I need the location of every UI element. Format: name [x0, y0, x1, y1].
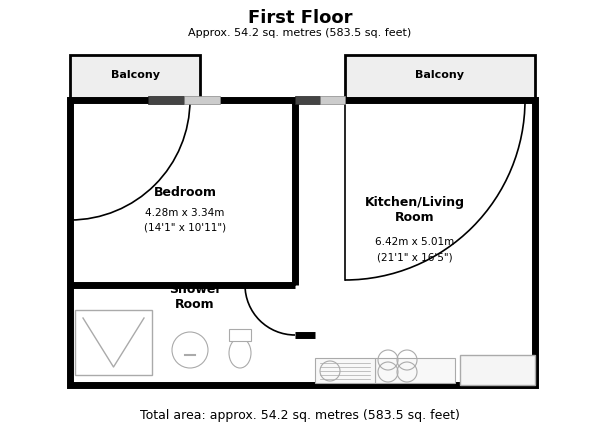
Text: First Floor: First Floor [248, 9, 352, 27]
Bar [70, 100, 535, 385]
Text: Kitchen/Living
Room: Kitchen/Living Room [365, 196, 465, 224]
Text: 4.28m x 3.34m: 4.28m x 3.34m [145, 208, 224, 218]
Bar [375, 358, 455, 383]
Bar [320, 96, 345, 104]
Text: Total area: approx. 54.2 sq. metres (583.5 sq. feet): Total area: approx. 54.2 sq. metres (583… [140, 409, 460, 422]
Bar [460, 355, 535, 385]
Bar [148, 96, 184, 104]
Text: Shower
Room: Shower Room [169, 283, 221, 311]
Bar [75, 310, 152, 375]
Bar [315, 358, 375, 383]
Bar [295, 96, 320, 104]
Bar [345, 55, 535, 100]
Text: Balcony: Balcony [110, 70, 160, 80]
Text: 6.42m x 5.01m: 6.42m x 5.01m [376, 237, 455, 247]
Ellipse shape [229, 338, 251, 368]
Text: (14'1" x 10'11"): (14'1" x 10'11") [144, 223, 226, 233]
Text: Approx. 54.2 sq. metres (583.5 sq. feet): Approx. 54.2 sq. metres (583.5 sq. feet) [188, 28, 412, 38]
Text: Bedroom: Bedroom [154, 187, 217, 200]
Bar [70, 55, 200, 100]
Bar [184, 96, 220, 104]
Text: (21'1" x 16'5"): (21'1" x 16'5") [377, 252, 453, 262]
Bar [229, 329, 251, 341]
Text: Balcony: Balcony [415, 70, 464, 80]
